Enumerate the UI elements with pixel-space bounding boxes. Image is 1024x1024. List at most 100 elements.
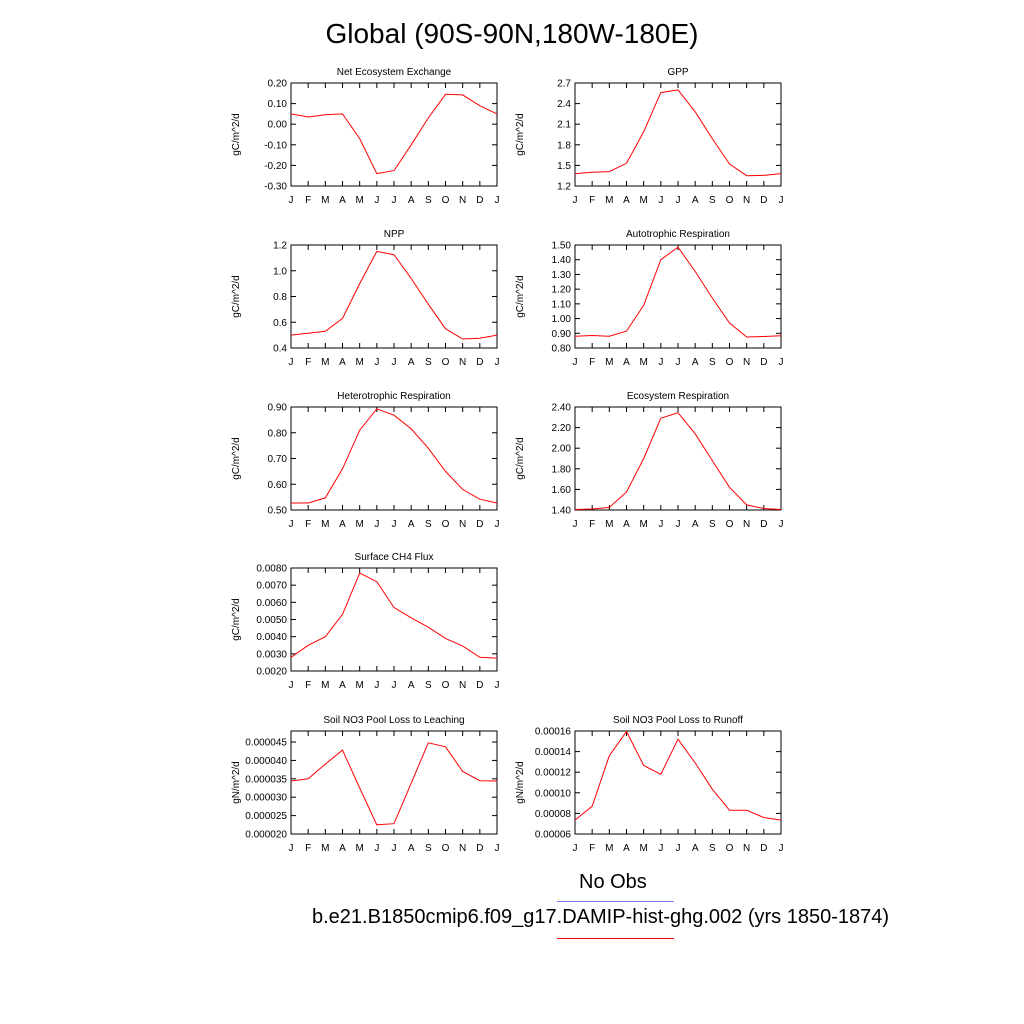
x-tick-label: J	[289, 843, 294, 854]
x-tick-label: J	[779, 195, 784, 206]
panel-title: Ecosystem Respiration	[627, 391, 729, 402]
panel-nee: Net Ecosystem Exchange gC/m^2/d 0.20 0.10 0.…	[231, 67, 500, 206]
x-tick-label: D	[760, 195, 767, 206]
y-tick-label: 0.00008	[535, 809, 572, 820]
x-tick-label: A	[692, 843, 699, 854]
panel-ar: Autotrophic Respiration gC/m^2/d 1.50 1.40 1…	[515, 229, 784, 368]
x-tick-label: A	[339, 357, 346, 368]
x-tick-label: O	[442, 357, 450, 368]
x-tick-label: S	[425, 195, 432, 206]
x-tick-label: N	[459, 680, 466, 691]
x-tick-label: N	[459, 519, 466, 530]
y-tick-label: 2.20	[552, 423, 572, 434]
series-line	[290, 742, 498, 826]
y-tick-label: 1.00	[552, 314, 572, 325]
plot-frame	[290, 730, 498, 835]
x-tick-label: J	[676, 357, 681, 368]
y-tick-label: 0.000020	[245, 830, 287, 841]
plot-frame	[574, 406, 782, 511]
x-tick-label: O	[726, 519, 734, 530]
x-tick-label: J	[658, 519, 663, 530]
panel-er: Ecosystem Respiration gC/m^2/d 2.40 2.20 2.0…	[515, 391, 784, 530]
x-tick-label: A	[339, 843, 346, 854]
x-tick-label: J	[392, 195, 397, 206]
series-line	[574, 730, 782, 821]
y-tick-label: 1.2	[557, 182, 571, 193]
x-tick-label: J	[676, 843, 681, 854]
x-tick-label: J	[573, 357, 578, 368]
x-tick-label: M	[355, 843, 363, 854]
y-tick-label: 1.5	[557, 161, 571, 172]
y-axis-label: gC/m^2/d	[231, 437, 242, 480]
x-tick-label: D	[476, 680, 483, 691]
x-tick-label: D	[760, 519, 767, 530]
y-tick-label: 1.0	[273, 266, 287, 277]
x-tick-label: M	[355, 195, 363, 206]
x-tick-label: J	[495, 519, 500, 530]
plot-frame	[574, 730, 782, 835]
y-tick-label: 0.0030	[256, 649, 287, 660]
y-axis-label: gC/m^2/d	[231, 113, 242, 156]
y-tick-label: 1.50	[552, 241, 572, 252]
y-tick-label: 0.00	[268, 120, 288, 131]
x-tick-label: M	[605, 519, 613, 530]
x-tick-label: S	[709, 357, 716, 368]
series-line	[574, 89, 782, 177]
panel-hr: Heterotrophic Respiration gC/m^2/d 0.90 0.8…	[231, 391, 500, 530]
x-tick-label: J	[392, 357, 397, 368]
plot-frame	[290, 406, 498, 511]
y-tick-label: 0.000045	[245, 738, 287, 749]
x-tick-label: M	[355, 519, 363, 530]
y-tick-label: 2.00	[552, 444, 572, 455]
x-tick-label: M	[605, 357, 613, 368]
x-tick-label: N	[459, 357, 466, 368]
x-tick-label: J	[289, 357, 294, 368]
x-tick-label: A	[339, 195, 346, 206]
y-tick-label: 1.10	[552, 299, 572, 310]
series-line	[290, 93, 498, 175]
panel-title: Autotrophic Respiration	[626, 229, 730, 240]
y-tick-label: 0.90	[268, 403, 288, 414]
x-tick-label: J	[495, 357, 500, 368]
panel-title: Net Ecosystem Exchange	[337, 67, 452, 78]
y-tick-label: 0.4	[273, 344, 287, 355]
x-tick-label: S	[709, 195, 716, 206]
y-tick-label: -0.20	[264, 161, 287, 172]
x-tick-label: A	[339, 680, 346, 691]
x-tick-label: D	[476, 519, 483, 530]
y-tick-label: 0.50	[268, 506, 288, 517]
x-tick-label: J	[392, 519, 397, 530]
x-tick-label: A	[692, 519, 699, 530]
x-tick-label: S	[709, 843, 716, 854]
panel-title: NPP	[384, 229, 405, 240]
x-tick-label: M	[639, 519, 647, 530]
panel-runoff: Soil NO3 Pool Loss to Runoff gN/m^2/d 0.00…	[515, 715, 784, 854]
x-tick-label: M	[321, 519, 329, 530]
x-tick-label: M	[355, 357, 363, 368]
legend-obs-line	[557, 901, 674, 902]
y-tick-label: 0.0070	[256, 581, 287, 592]
plot-frame	[574, 244, 782, 349]
x-tick-label: F	[305, 843, 311, 854]
x-tick-label: F	[589, 519, 595, 530]
y-tick-label: 0.000025	[245, 811, 287, 822]
x-tick-label: S	[425, 843, 432, 854]
y-tick-label: 0.60	[268, 480, 288, 491]
x-tick-label: J	[374, 680, 379, 691]
y-tick-label: 0.000030	[245, 793, 287, 804]
x-tick-label: J	[374, 195, 379, 206]
x-tick-label: J	[573, 195, 578, 206]
x-tick-label: M	[639, 195, 647, 206]
y-tick-label: 1.2	[273, 241, 287, 252]
x-tick-label: D	[760, 843, 767, 854]
x-tick-label: F	[305, 680, 311, 691]
y-tick-label: 1.80	[552, 464, 572, 475]
plot-frame	[290, 567, 498, 672]
series-line	[574, 412, 782, 510]
y-axis-label: gN/m^2/d	[515, 761, 526, 804]
y-tick-label: 2.40	[552, 403, 572, 414]
plot-frame	[290, 244, 498, 349]
figure-title: Global (90S-90N,180W-180E)	[325, 18, 699, 49]
